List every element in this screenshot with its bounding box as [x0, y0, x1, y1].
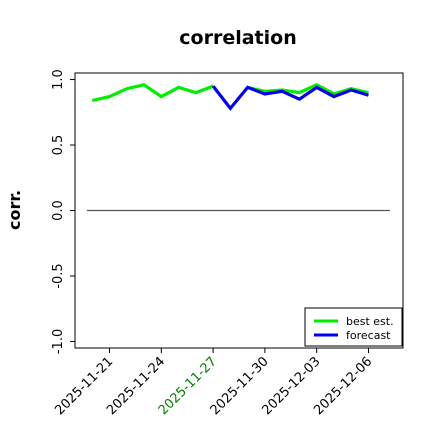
series-line-best-est: [91, 83, 214, 103]
y-tick-label: -0.5: [51, 263, 66, 288]
y-axis: -1.0 -0.5 0.0 0.5 1.0: [51, 69, 75, 354]
legend-label-forecast: forecast: [346, 329, 391, 342]
legend: best est. forecast: [304, 307, 403, 347]
y-axis-label: corr.: [5, 190, 24, 230]
series-line-forecast: [211, 85, 369, 111]
legend-label-best-est: best est.: [346, 315, 394, 328]
x-axis: 2025-11-212025-11-242025-11-272025-11-30…: [52, 348, 375, 418]
y-tick-label: 0.0: [51, 200, 66, 221]
chart-title: correlation: [179, 27, 296, 49]
y-tick-label: -1.0: [51, 329, 66, 354]
y-tick-label: 0.5: [51, 135, 66, 156]
series-group: [91, 83, 369, 111]
y-tick-label: 1.0: [51, 69, 66, 90]
legend-box: [304, 307, 403, 347]
